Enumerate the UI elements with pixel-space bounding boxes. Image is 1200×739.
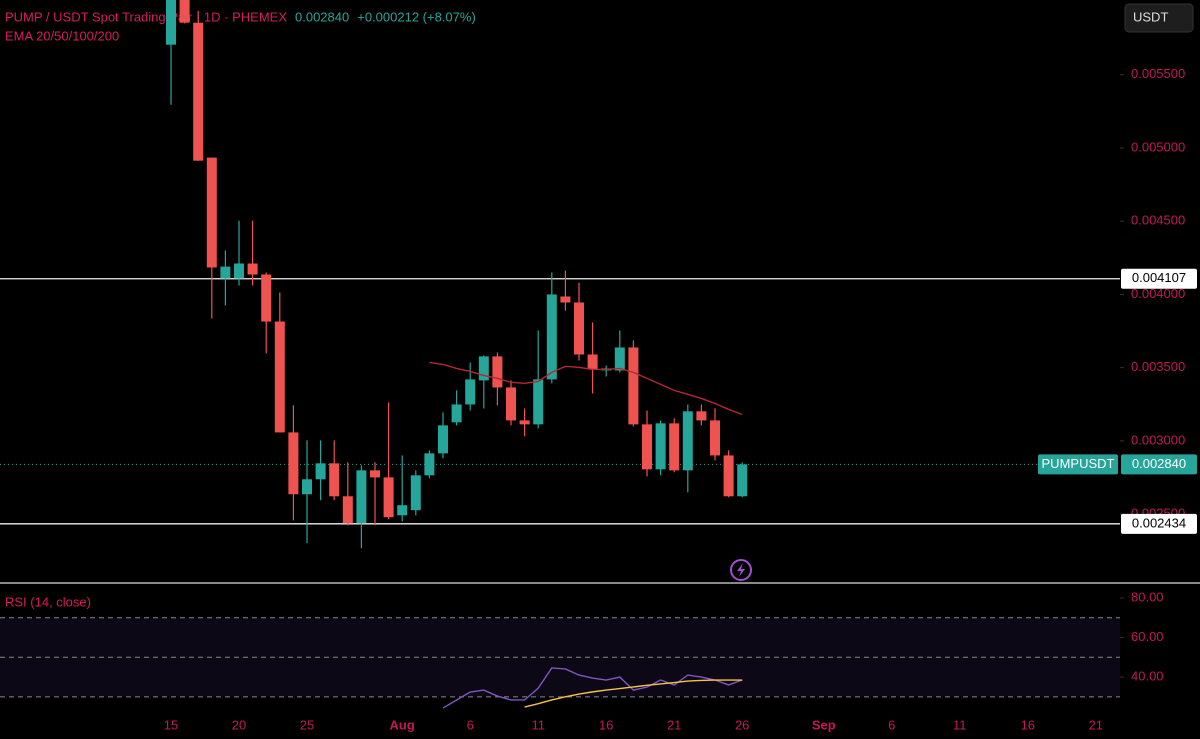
candle-body [696, 411, 707, 421]
header: PUMP / USDT Spot Trading Pair · 1D · PHE… [5, 9, 476, 609]
symbol-label: PUMPUSDT [1042, 456, 1115, 471]
candle-body [614, 347, 625, 371]
y-tick-label: 0.005000 [1131, 139, 1185, 154]
candle-body [465, 379, 476, 405]
x-tick-label: Sep [812, 717, 836, 732]
candle-body [519, 420, 530, 425]
x-tick-label: 20 [232, 717, 246, 732]
x-tick-label: 6 [467, 717, 474, 732]
x-tick-label: Aug [390, 717, 415, 732]
x-tick-label: 26 [735, 717, 749, 732]
candle-body [247, 263, 258, 275]
candle-body [506, 387, 516, 421]
candle-body [329, 463, 340, 497]
candle-body [234, 263, 244, 279]
level-tag [1121, 513, 1197, 534]
candle-body [574, 302, 584, 355]
candle-body [206, 157, 217, 268]
candle-body [533, 379, 544, 425]
chart-title: PUMP / USDT Spot Trading Pair · 1D · PHE… [5, 9, 287, 24]
x-tick-label: 6 [888, 717, 895, 732]
candle-body [560, 296, 571, 303]
price-tag-label: 0.002840 [1132, 456, 1186, 471]
y-tick-label: 0.003500 [1131, 359, 1185, 374]
indicator-line [524, 679, 743, 708]
candle-body [166, 0, 176, 45]
candle-body [642, 424, 652, 470]
icon-bolt[interactable] [737, 563, 745, 577]
y-tick-label: 0.004000 [1131, 286, 1185, 301]
lightning-icon[interactable] [730, 559, 752, 581]
candle-body [315, 463, 326, 480]
level-label: 0.004107 [1132, 270, 1186, 285]
level-label: 0.002434 [1132, 515, 1186, 530]
candle-body [274, 321, 285, 433]
x-tick-label: 11 [953, 717, 967, 732]
icon-circle[interactable] [730, 559, 752, 581]
candle-body [370, 470, 380, 478]
candle-body [220, 266, 231, 279]
x-tick-label: 21 [667, 717, 681, 732]
candle-body [342, 496, 353, 524]
candle-body [451, 404, 462, 423]
candle-body [737, 464, 748, 497]
y-tick-label: 40.00 [1131, 668, 1164, 683]
x-tick-label: 25 [300, 717, 314, 732]
indicator-label: EMA 20/50/100/200 [5, 28, 119, 43]
currency-button[interactable]: USDT [1124, 3, 1194, 33]
candle-body [302, 479, 312, 495]
candle-body [710, 420, 720, 456]
candle-body [628, 347, 639, 425]
indicator-line [429, 361, 743, 416]
candle-body [546, 294, 557, 380]
candle-body [723, 455, 734, 497]
y-tick-label: 60.00 [1131, 629, 1164, 644]
x-tick-label: 21 [1089, 717, 1103, 732]
last-price: 0.002840 [295, 9, 349, 24]
candle-body [492, 356, 503, 388]
x-tick-label: 15 [164, 717, 178, 732]
candle-body [179, 0, 190, 23]
candle-body [410, 475, 421, 511]
candle-body [193, 22, 204, 161]
candle-body [424, 453, 435, 476]
y-tick-label: 0.004500 [1131, 213, 1185, 228]
candle-body [383, 477, 394, 518]
candle-body [288, 432, 299, 495]
candle-body [261, 274, 272, 322]
x-tick-label: 11 [531, 717, 545, 732]
candle-body [587, 354, 598, 370]
y-tick-label: 80.00 [1131, 589, 1164, 604]
level-tag [1121, 268, 1197, 289]
y-tick-label: 0.005500 [1131, 66, 1185, 81]
candle-body [682, 411, 693, 471]
x-tick-label: 16 [599, 717, 613, 732]
candle-body [478, 356, 489, 381]
symbol-tag [1038, 454, 1118, 475]
candle-body [655, 423, 666, 470]
candle-body [397, 505, 408, 516]
rsi-title: RSI (14, close) [5, 594, 91, 609]
price-tag [1121, 454, 1197, 475]
button-background[interactable] [1124, 3, 1194, 33]
x-tick-label: 16 [1021, 717, 1035, 732]
y-tick-label: 0.003000 [1131, 432, 1185, 447]
currency-label[interactable]: USDT [1133, 9, 1168, 24]
indicator-line [442, 667, 743, 709]
candle-body [669, 423, 680, 471]
candle-body [438, 425, 448, 454]
price-change: +0.000212 (+8.07%) [357, 9, 476, 24]
candle-body [356, 470, 367, 524]
